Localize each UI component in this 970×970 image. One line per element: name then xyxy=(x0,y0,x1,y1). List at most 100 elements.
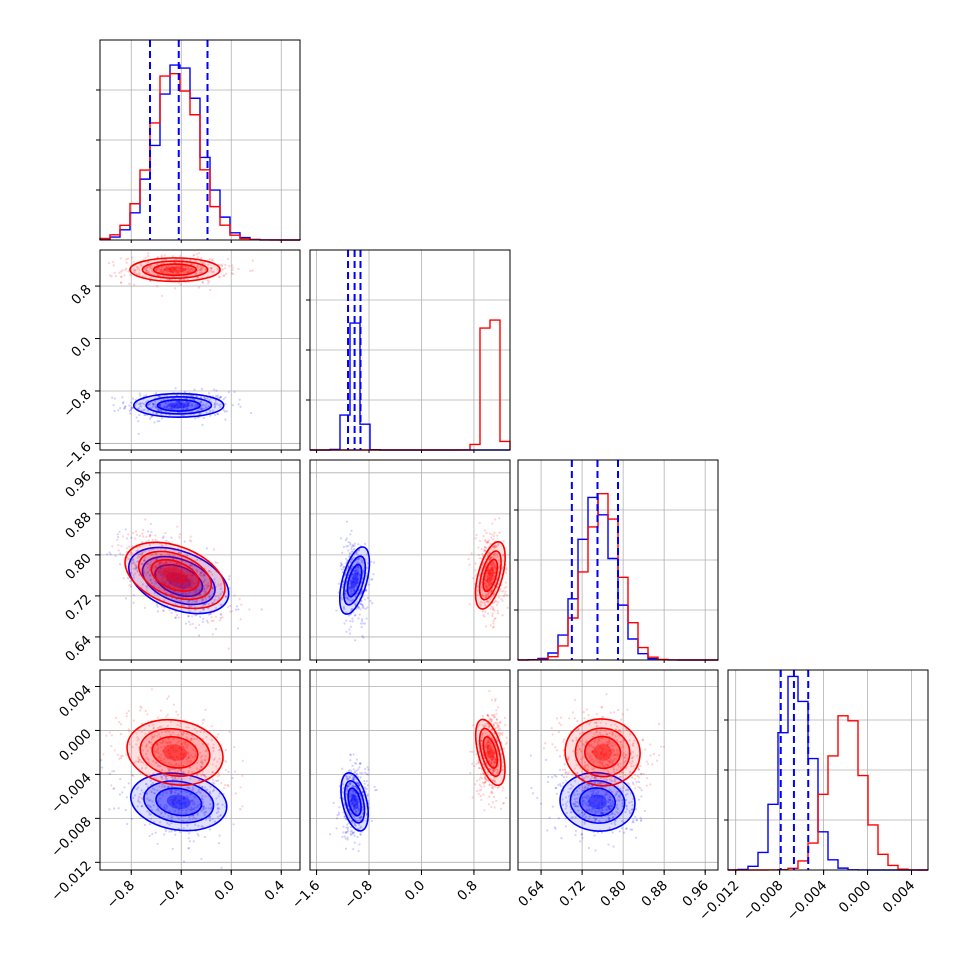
scatter-point xyxy=(163,580,166,583)
scatter-point xyxy=(199,558,202,562)
scatter-point xyxy=(163,582,166,585)
scatter-point xyxy=(175,564,178,567)
contour-line xyxy=(127,546,230,615)
scatter-point xyxy=(145,744,148,748)
scatter-point xyxy=(190,263,193,266)
scatter-point xyxy=(111,260,115,264)
scatter-point xyxy=(191,622,194,626)
scatter-point xyxy=(468,603,471,606)
scatter-point xyxy=(349,581,352,584)
scatter-point xyxy=(156,743,159,746)
scatter-point xyxy=(191,818,194,821)
scatter-point xyxy=(188,603,191,606)
scatter-point xyxy=(164,811,167,814)
scatter-point xyxy=(182,860,186,863)
scatter-point xyxy=(130,407,133,410)
scatter-point xyxy=(213,405,217,408)
scatter-point xyxy=(489,578,492,582)
scatter-point xyxy=(585,803,588,806)
scatter-point xyxy=(351,543,354,546)
scatter-point xyxy=(195,594,198,597)
scatter-point xyxy=(212,789,215,792)
scatter-point xyxy=(187,726,190,729)
scatter-point xyxy=(480,739,483,743)
scatter-point xyxy=(348,599,351,602)
scatter-point xyxy=(483,582,487,585)
scatter-point xyxy=(160,544,163,547)
scatter-point xyxy=(148,740,151,743)
scatter-point xyxy=(158,561,161,565)
scatter-point xyxy=(179,283,182,286)
scatter-point xyxy=(362,604,365,608)
scatter-point xyxy=(141,275,145,278)
scatter-point xyxy=(235,605,239,608)
scatter-point xyxy=(351,599,354,602)
scatter-point xyxy=(349,759,352,762)
scatter-point xyxy=(145,585,148,588)
scatter-point xyxy=(218,757,221,760)
scatter-point xyxy=(490,713,494,717)
scatter-point xyxy=(193,803,197,806)
scatter-point xyxy=(337,813,341,816)
scatter-point xyxy=(353,544,356,547)
scatter-point xyxy=(347,564,350,567)
scatter-point xyxy=(140,405,143,408)
scatter-point xyxy=(135,416,138,419)
scatter-point xyxy=(184,755,187,758)
scatter-point xyxy=(493,518,497,521)
scatter-point xyxy=(170,407,173,410)
scatter-point xyxy=(163,271,167,274)
scatter-point xyxy=(350,820,353,823)
scatter-point xyxy=(159,759,162,762)
scatter-point xyxy=(224,263,227,267)
scatter-point xyxy=(489,557,492,561)
scatter-point xyxy=(350,590,353,593)
scatter-point xyxy=(102,753,105,756)
scatter-point xyxy=(138,555,141,558)
scatter-point xyxy=(217,596,221,600)
scatter-point xyxy=(192,816,195,819)
scatter-point xyxy=(487,572,491,575)
scatter-point xyxy=(146,595,149,598)
scatter-point xyxy=(147,758,150,761)
scatter-point xyxy=(186,753,189,756)
scatter-point xyxy=(129,551,132,554)
scatter-point xyxy=(201,719,204,722)
scatter-point xyxy=(203,587,206,590)
scatter-point xyxy=(485,595,488,599)
scatter-point xyxy=(179,778,182,781)
scatter-point xyxy=(494,567,497,570)
scatter-point xyxy=(362,569,365,572)
scatter-point xyxy=(155,808,158,812)
scatter-point xyxy=(600,793,604,797)
scatter-point xyxy=(205,587,209,590)
scatter-point xyxy=(150,783,153,786)
scatter-point xyxy=(197,790,200,793)
scatter-point xyxy=(486,739,490,742)
scatter-point xyxy=(147,530,150,533)
scatter-point xyxy=(180,580,184,583)
scatter-point xyxy=(477,761,480,764)
scatter-point xyxy=(223,267,226,270)
scatter-point xyxy=(170,407,173,410)
scatter-point xyxy=(231,268,234,272)
scatter-point xyxy=(155,406,158,410)
scatter-point xyxy=(340,598,344,601)
scatter-point xyxy=(220,582,223,586)
scatter-point xyxy=(206,279,209,282)
scatter-point xyxy=(491,801,495,804)
scatter-point xyxy=(355,772,359,776)
scatter-point xyxy=(165,777,168,780)
scatter-point xyxy=(175,573,178,576)
scatter-point xyxy=(480,788,483,791)
density-fill xyxy=(130,773,227,831)
scatter-point xyxy=(178,402,182,405)
scatter-point xyxy=(125,715,128,718)
scatter-point xyxy=(481,781,485,784)
scatter-point xyxy=(211,271,214,274)
scatter-point xyxy=(170,791,173,794)
scatter-point xyxy=(165,791,168,795)
scatter-point xyxy=(182,755,186,758)
scatter-point xyxy=(494,780,497,784)
scatter-point xyxy=(167,749,170,752)
